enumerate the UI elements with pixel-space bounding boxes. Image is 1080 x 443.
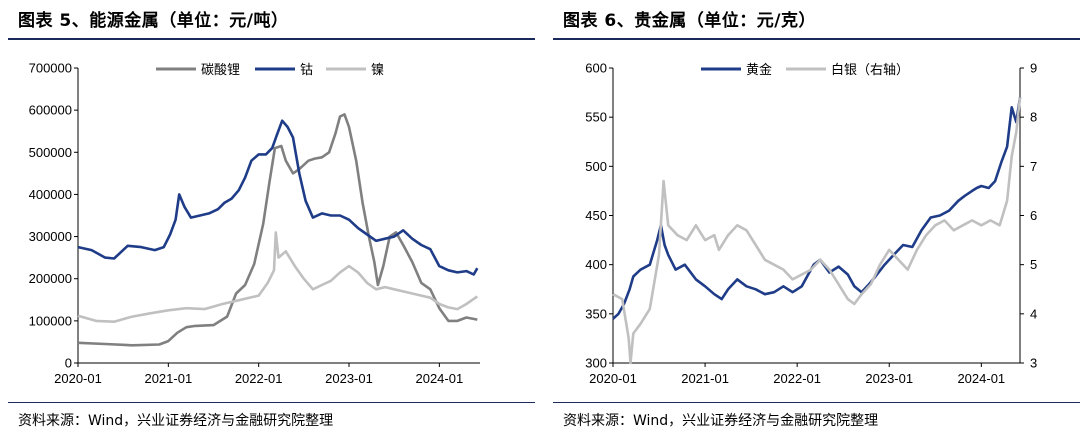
- legend-label-1: 黄金: [746, 62, 772, 78]
- x-tick-label: 2021-01: [144, 371, 192, 386]
- y-tick-label: 600: [585, 61, 607, 76]
- series-line-2: [77, 119, 479, 276]
- y-tick-label: 300000: [29, 229, 72, 244]
- series-line-1: [77, 113, 478, 347]
- x-tick-label: 2024-01: [957, 371, 1005, 386]
- series-line-3: [77, 231, 479, 324]
- y2-tick-label: 3: [1030, 356, 1037, 371]
- line-chart-energy-metals: 0 100000 200000 300000 400000 500000 600000 700…: [29, 61, 480, 386]
- y-tick-label: 300: [585, 356, 607, 371]
- legend-label-3: 镍: [371, 63, 384, 78]
- title-rule: [553, 38, 1080, 40]
- source-rule: [8, 402, 535, 403]
- y-tick-label: 400: [585, 257, 607, 272]
- source-note: 资料来源：Wind，兴业证券经济与金融研究院整理: [563, 413, 879, 429]
- legend-label-2: 钴: [300, 63, 313, 78]
- y-tick-label: 500000: [29, 145, 72, 160]
- y-tick-label: 550: [585, 110, 607, 125]
- y-tick-label: 450: [585, 208, 607, 223]
- x-tick-label: 2023-01: [865, 371, 913, 386]
- source-rule: [553, 402, 1080, 403]
- y-tick-label: 700000: [29, 61, 72, 76]
- y-tick-label: 200000: [29, 271, 72, 286]
- chart-panel-precious-metals: 图表 6、贵金属（单位：元/克） 300 350 400 450 500 550 600 3 4…: [553, 0, 1080, 443]
- x-tick-label: 2022-01: [773, 371, 821, 386]
- y2-tick-label: 6: [1030, 208, 1037, 223]
- title-rule: [8, 38, 535, 40]
- x-tick-label: 2020-01: [589, 371, 637, 386]
- y-tick-label: 400000: [29, 187, 72, 202]
- legend-label-2: 白银（右轴）: [831, 62, 909, 78]
- y-tick-label: 600000: [29, 103, 72, 118]
- x-tick-label: 2020-01: [54, 371, 102, 386]
- x-tick-label: 2023-01: [325, 371, 373, 386]
- y-tick-label: 350: [585, 306, 607, 321]
- y-tick-label: 0: [65, 356, 72, 371]
- chart-panel-energy-metals: 图表 5、能源金属（单位：元/吨） 0 100000 200000 300000 400…: [8, 0, 535, 443]
- x-tick-label: 2021-01: [681, 371, 729, 386]
- y2-tick-label: 7: [1030, 159, 1037, 174]
- source-note: 资料来源：Wind，兴业证券经济与金融研究院整理: [18, 413, 334, 429]
- x-tick-label: 2022-01: [235, 371, 283, 386]
- x-tick-label: 2024-01: [415, 371, 463, 386]
- series-line-2: [612, 97, 1022, 365]
- y2-tick-label: 5: [1030, 257, 1037, 272]
- series-line-1: [612, 97, 1022, 320]
- line-chart-precious-metals: 300 350 400 450 500 550 600 3 4 5 6 7 8 9 2020-01 2021-…: [585, 61, 1037, 387]
- y2-tick-label: 8: [1030, 110, 1037, 125]
- chart-title: 图表 5、能源金属（单位：元/吨）: [18, 11, 289, 31]
- chart-title: 图表 6、贵金属（单位：元/克）: [563, 11, 816, 31]
- y-tick-label: 500: [585, 159, 607, 174]
- y-tick-label: 100000: [29, 313, 72, 328]
- y2-tick-label: 4: [1030, 306, 1037, 321]
- y2-tick-label: 9: [1030, 61, 1037, 76]
- legend-label-1: 碳酸锂: [201, 63, 240, 78]
